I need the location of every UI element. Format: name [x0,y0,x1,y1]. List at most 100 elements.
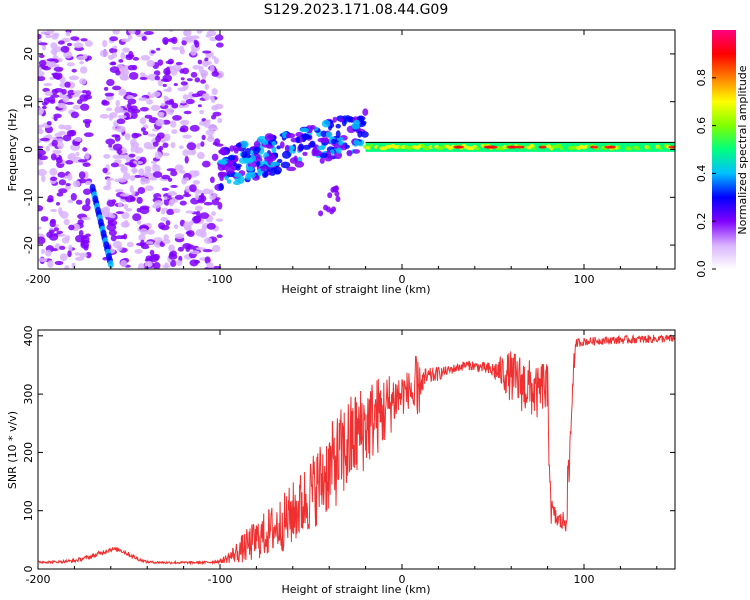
heatmap-cell [122,47,131,53]
heatmap-cell [215,42,224,48]
x-tick-label: -100 [208,573,233,586]
heatmap-cell [177,87,187,92]
heatmap-cell [143,30,154,35]
heatmap-cell [72,141,80,147]
heatmap-cell [144,114,153,119]
y-tick-label: 10 [22,95,35,109]
heatmap-cell [38,59,47,67]
heatmap-cell [309,140,316,148]
heatmap-cell [73,42,84,49]
heatmap-cell [171,102,179,109]
heatmap-cell [209,176,215,184]
heatmap-cell [138,97,148,102]
heatmap-cell [203,60,213,66]
heatmap-cell [226,179,232,184]
heatmap-cell [147,133,157,137]
heatmap-cell [199,230,207,238]
heatmap-cell [160,216,169,222]
heatmap-cell [41,105,47,110]
heatmap-cell [101,100,110,106]
heatmap-cell [150,50,156,54]
heatmap-cell [44,91,53,97]
heatmap-cell [38,70,45,77]
heatmap-cell [120,38,131,43]
heatmap-cell [161,207,169,211]
heatmap-cell [201,225,207,233]
heatmap-cell [109,62,117,66]
heatmap-cell [318,210,324,217]
heatmap-cell [50,48,58,55]
heatmap-cell [45,34,52,39]
heatmap-cell [51,33,59,40]
heatmap-cell [40,248,46,255]
heatmap-cell [146,59,155,68]
heatmap-cell [132,213,142,222]
heatmap-cell [85,197,91,206]
heatmap-cell [189,184,197,193]
heatmap-cell [180,81,188,86]
heatmap-cell [116,118,126,125]
heatmap-cell [155,118,165,127]
heatmap-cell [42,44,47,51]
heatmap-cell [38,128,44,135]
heatmap-cell [529,143,535,148]
heatmap-cell [67,173,73,181]
heatmap-cell [50,153,57,161]
heatmap-cell [189,124,200,132]
heatmap-cell [284,144,290,153]
heatmap-cell [167,107,174,116]
heatmap-cell [140,127,146,133]
heatmap-cell [103,86,109,91]
heatmap-cell [202,248,213,253]
heatmap-cell [121,212,130,219]
heatmap-cell [302,144,311,150]
heatmap-cell [116,149,123,155]
heatmap-cell [57,102,67,109]
heatmap-cell [152,203,161,209]
heatmap-cell [170,259,177,268]
heatmap-cell [80,241,90,249]
y-tick-label: 100 [22,500,35,521]
heatmap-cell [79,252,88,258]
heatmap-cell [187,149,197,156]
heatmap-cell [156,47,161,51]
heatmap-cell [120,165,128,174]
heatmap-cell [335,147,342,154]
heatmap-cell [200,79,206,84]
heatmap-cell [146,99,153,105]
heatmap-cell [62,95,70,103]
heatmap-cell [81,204,91,212]
heatmap-cell [114,188,124,193]
heatmap-cell [158,112,164,118]
heatmap-cell [82,162,91,167]
heatmap-cell [200,70,206,75]
heatmap-cell [286,166,297,172]
snr-frame [37,329,676,570]
heatmap-cell [139,206,150,215]
heatmap-cell [83,94,92,100]
heatmap-cell [192,64,201,70]
heatmap-cell [38,54,45,59]
heatmap-cell [140,228,148,236]
heatmap-cell [244,148,252,156]
heatmap-cell [79,66,88,74]
heatmap-cell [144,258,154,263]
heatmap-cell [214,34,224,41]
heatmap-cell [121,149,127,154]
heatmap-cell [83,132,94,138]
heatmap-cell [180,100,186,104]
heatmap-cell [211,88,218,96]
heatmap-cell [316,145,325,151]
heatmap-cell [46,198,54,203]
heatmap-cell [40,216,49,222]
heatmap-cell [170,67,178,76]
heatmap-cell [295,136,301,144]
heatmap-cell [167,177,173,182]
heatmap-cell [242,154,252,159]
heatmap-cell [154,75,161,81]
x-tick-label: -200 [26,273,51,286]
heatmap-cell [78,178,87,184]
heatmap-cell [185,247,191,252]
heatmap-cell [64,185,71,190]
heatmap-cell [70,193,77,201]
